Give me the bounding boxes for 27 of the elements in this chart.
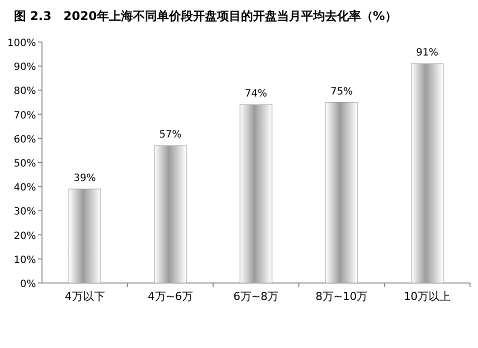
y-tick-label: 30% (14, 206, 36, 218)
bar (240, 104, 272, 284)
data-label: 91% (416, 48, 438, 59)
bar (410, 63, 444, 284)
x-tick-label: 4万~6万 (148, 290, 194, 303)
y-tick-label: 90% (14, 62, 36, 74)
y-tick-label: 100% (7, 38, 36, 49)
y-tick-label: 0% (20, 279, 36, 290)
y-tick-label: 50% (14, 158, 36, 170)
data-label: 57% (159, 130, 182, 141)
bar (68, 188, 102, 284)
data-label: 39% (74, 173, 96, 184)
chart-title: 图 2.3 2020年上海不同单价段开盘项目的开盘当月平均去化率（%） (14, 9, 397, 23)
bar (325, 102, 358, 284)
y-tick-label: 20% (14, 230, 36, 242)
y-tick-label: 80% (14, 86, 36, 98)
x-tick-label: 10万以上 (404, 290, 451, 303)
bar (154, 145, 187, 284)
x-tick-label: 6万~8万 (233, 290, 279, 303)
y-tick-label: 10% (14, 254, 36, 266)
x-tick-label: 4万以下 (64, 290, 105, 303)
y-tick-label: 60% (14, 134, 36, 146)
y-tick-label: 70% (14, 110, 36, 122)
x-tick-label: 8万~10万 (315, 290, 368, 303)
data-label: 75% (330, 86, 353, 98)
data-label: 74% (244, 88, 268, 100)
y-tick-label: 40% (14, 182, 36, 194)
